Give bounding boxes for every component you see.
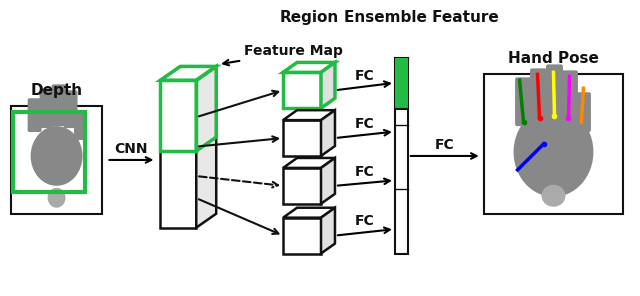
Text: Region: Region — [280, 9, 339, 25]
Polygon shape — [196, 66, 216, 228]
Text: Ensemble Feature: Ensemble Feature — [344, 9, 499, 25]
Polygon shape — [321, 208, 335, 253]
Bar — [13, 112, 84, 192]
Ellipse shape — [47, 188, 65, 208]
Bar — [484, 74, 623, 214]
Polygon shape — [283, 208, 335, 218]
Text: FC: FC — [355, 214, 375, 229]
Bar — [395, 58, 408, 109]
Ellipse shape — [31, 126, 83, 186]
FancyBboxPatch shape — [52, 84, 65, 126]
Bar — [395, 58, 408, 253]
FancyBboxPatch shape — [515, 77, 532, 126]
FancyBboxPatch shape — [561, 70, 578, 122]
Polygon shape — [283, 218, 321, 253]
Text: FC: FC — [355, 165, 375, 179]
Text: Feature Map: Feature Map — [244, 44, 343, 58]
Polygon shape — [283, 62, 335, 72]
Polygon shape — [283, 168, 321, 204]
Bar — [161, 80, 196, 151]
FancyBboxPatch shape — [530, 68, 547, 122]
Text: FC: FC — [355, 69, 375, 83]
Polygon shape — [161, 66, 216, 80]
Text: FC: FC — [435, 138, 454, 152]
FancyBboxPatch shape — [40, 88, 54, 128]
Polygon shape — [283, 120, 321, 156]
FancyBboxPatch shape — [63, 90, 77, 128]
Bar — [11, 106, 102, 214]
Text: Depth: Depth — [31, 83, 83, 98]
Polygon shape — [321, 62, 335, 108]
FancyBboxPatch shape — [74, 112, 87, 140]
Polygon shape — [321, 110, 335, 156]
FancyBboxPatch shape — [546, 65, 563, 120]
Text: Hand Pose: Hand Pose — [508, 52, 599, 66]
Polygon shape — [283, 72, 321, 108]
Polygon shape — [321, 158, 335, 204]
Polygon shape — [161, 80, 196, 228]
Ellipse shape — [513, 107, 593, 197]
Ellipse shape — [541, 185, 566, 207]
Polygon shape — [283, 110, 335, 120]
Text: CNN: CNN — [115, 142, 148, 156]
FancyBboxPatch shape — [28, 98, 42, 132]
Polygon shape — [283, 158, 335, 168]
Text: FC: FC — [355, 117, 375, 131]
FancyBboxPatch shape — [576, 92, 591, 132]
